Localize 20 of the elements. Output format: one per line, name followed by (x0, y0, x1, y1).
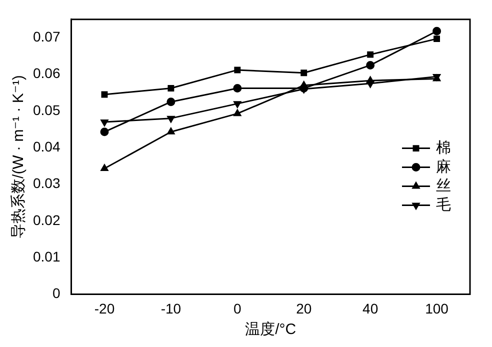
y-tick-label: 0 (52, 285, 60, 302)
legend-label: 麻 (436, 158, 451, 176)
x-tick-label: 0 (233, 300, 242, 316)
legend-label: 棉 (436, 139, 451, 156)
y-tick-label: 0.03 (33, 175, 60, 192)
x-tick-label: 20 (296, 300, 312, 316)
y-tick-label: 0.02 (33, 212, 60, 228)
legend-label: 丝 (436, 177, 451, 194)
y-tick-label: 0.06 (33, 65, 60, 82)
y-tick-label: 0.04 (33, 138, 60, 154)
x-tick-label: -10 (160, 300, 182, 316)
legend-label: 毛 (436, 196, 451, 214)
y-tick-label: 0.05 (33, 102, 60, 118)
x-tick-label: -20 (94, 300, 115, 316)
x-tick-label: 100 (425, 300, 449, 316)
x-tick-label: 40 (362, 300, 378, 316)
x-axis-title: 温度/°C (245, 321, 296, 338)
y-axis-title: 导热系数/(W · m⁻¹ · K⁻¹) (10, 75, 28, 238)
y-tick-label: 0.01 (33, 248, 60, 264)
y-tick-label: 0.07 (33, 28, 60, 45)
